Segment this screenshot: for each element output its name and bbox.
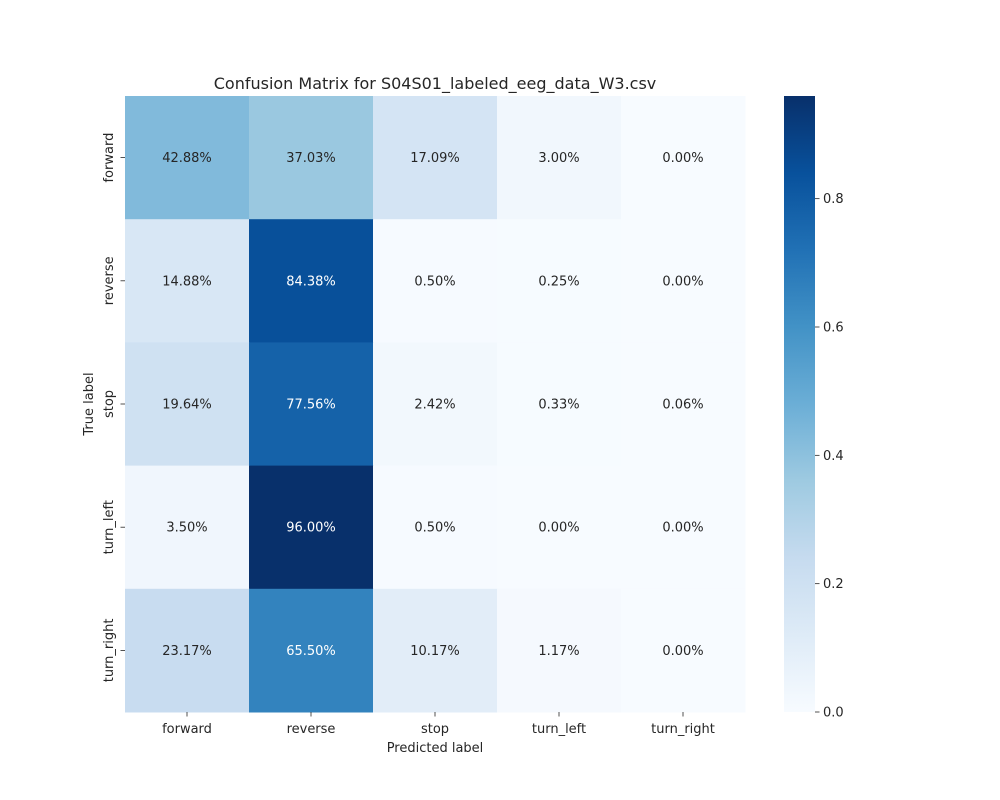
cell-annotation: 0.00%	[662, 644, 703, 659]
heatmap-cell	[125, 342, 250, 467]
cell-annotation: 0.33%	[538, 398, 579, 413]
heatmap-cell	[497, 96, 622, 220]
cell-annotation: 23.17%	[162, 644, 212, 659]
cell-annotation: 0.06%	[662, 398, 703, 413]
cell-annotation: 37.03%	[286, 151, 336, 166]
heatmap-cell	[249, 219, 374, 343]
heatmap-cell	[621, 342, 746, 467]
colorbar	[784, 96, 815, 712]
y-tick-label: turn_right	[102, 619, 117, 683]
cell-annotation: 0.00%	[538, 521, 579, 536]
heatmap-cell	[249, 342, 374, 467]
heatmap-cell	[125, 465, 250, 590]
heatmap-cell	[621, 96, 746, 220]
y-tick-label: stop	[102, 390, 117, 418]
cell-annotation: 10.17%	[410, 644, 460, 659]
heatmap-cell	[621, 219, 746, 343]
y-tick-label: reverse	[102, 256, 117, 305]
x-tick-label: forward	[162, 722, 212, 737]
cell-annotation: 0.00%	[662, 521, 703, 536]
cell-annotation: 19.64%	[162, 398, 212, 413]
heatmap-cell	[125, 588, 250, 713]
cell-annotation: 2.42%	[414, 398, 455, 413]
cell-annotation: 77.56%	[286, 398, 336, 413]
cell-annotation: 96.00%	[286, 521, 336, 536]
colorbar-tick-label: 0.4	[823, 449, 844, 464]
y-axis-label: True label	[82, 372, 97, 436]
heatmap-cell	[125, 219, 250, 343]
cell-annotation: 0.00%	[662, 274, 703, 289]
cell-annotation: 0.50%	[414, 274, 455, 289]
heatmap-cells: 42.88% 37.03% 17.09% 3.00% 0.00% 14.88% 84.38%…	[125, 96, 746, 713]
heatmap-cell	[497, 219, 622, 343]
heatmap-cell	[373, 588, 498, 713]
cell-annotation: 1.17%	[538, 644, 579, 659]
heatmap-cell	[249, 465, 374, 590]
cell-annotation: 42.88%	[162, 151, 212, 166]
x-tick-label: stop	[421, 722, 449, 737]
heatmap-cell	[621, 465, 746, 590]
cell-annotation: 0.50%	[414, 521, 455, 536]
y-axis-ticks: forward reverse stop turn_left turn_right	[102, 133, 125, 683]
colorbar-tick-label: 0.6	[823, 321, 844, 336]
x-tick-label: turn_right	[651, 722, 715, 737]
cell-annotation: 14.88%	[162, 274, 212, 289]
heatmap-cell	[621, 588, 746, 713]
x-axis-label: Predicted label	[387, 741, 484, 756]
heatmap-cell	[497, 465, 622, 590]
colorbar-ticks: 0.0 0.2 0.4 0.6 0.8	[815, 192, 844, 721]
cell-annotation: 84.38%	[286, 274, 336, 289]
heatmap-cell	[373, 219, 498, 343]
cell-annotation: 65.50%	[286, 644, 336, 659]
colorbar-tick-label: 0.8	[823, 192, 844, 207]
y-tick-label: turn_left	[102, 500, 117, 554]
colorbar-tick-label: 0.0	[823, 706, 844, 721]
heatmap-cell	[125, 96, 250, 220]
heatmap-cell	[497, 588, 622, 713]
heatmap-cell	[249, 96, 374, 220]
x-tick-label: reverse	[287, 722, 336, 737]
cell-annotation: 0.00%	[662, 151, 703, 166]
colorbar-tick-label: 0.2	[823, 577, 844, 592]
x-tick-label: turn_left	[532, 722, 586, 737]
heatmap-cell	[249, 588, 374, 713]
chart-title: Confusion Matrix for S04S01_labeled_eeg_…	[214, 74, 657, 94]
cell-annotation: 3.50%	[166, 521, 207, 536]
cell-annotation: 17.09%	[410, 151, 460, 166]
y-tick-label: forward	[102, 133, 117, 183]
cell-annotation: 0.25%	[538, 274, 579, 289]
heatmap-cell	[373, 342, 498, 467]
cell-annotation: 3.00%	[538, 151, 579, 166]
heatmap-cell	[373, 465, 498, 590]
heatmap-cell	[497, 342, 622, 467]
heatmap-cell	[373, 96, 498, 220]
x-axis-ticks: forward reverse stop turn_left turn_right	[162, 712, 715, 737]
